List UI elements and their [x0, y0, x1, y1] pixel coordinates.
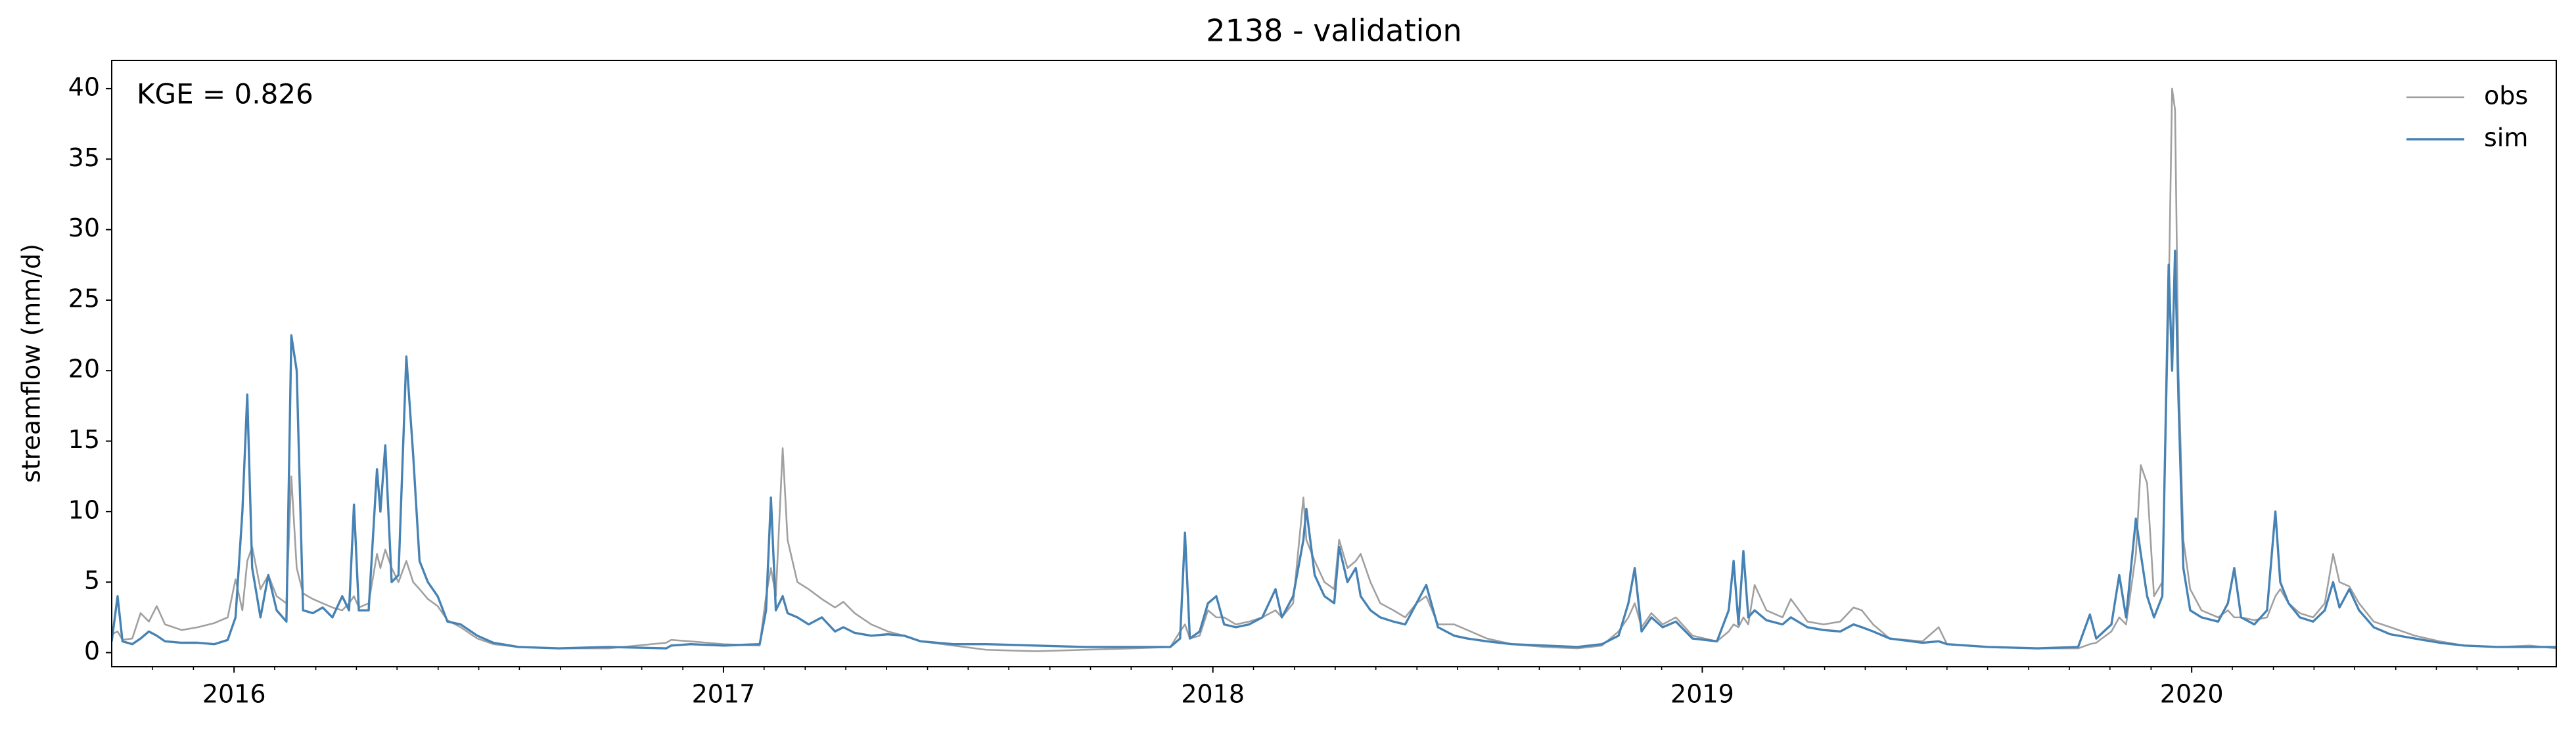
legend-label: obs — [2484, 81, 2528, 110]
x-tick-label: 2020 — [2160, 680, 2224, 709]
x-tick-label: 2017 — [692, 680, 756, 709]
x-tick-label: 2018 — [1181, 680, 1245, 709]
series-line — [112, 87, 2556, 652]
y-tick-label: 40 — [68, 72, 100, 101]
annotation: KGE = 0.826 — [137, 78, 313, 110]
y-axis-label: streamflow (mm/d) — [17, 244, 46, 483]
series-line — [112, 250, 2556, 650]
plot-frame — [111, 60, 2557, 667]
y-tick-label: 10 — [68, 495, 100, 524]
y-tick-label: 0 — [84, 636, 100, 665]
y-tick-label: 5 — [84, 566, 100, 595]
x-tick-label: 2019 — [1670, 680, 1734, 709]
chart-title: 2138 - validation — [1206, 13, 1461, 49]
legend-label: sim — [2484, 123, 2528, 152]
y-tick-label: 30 — [68, 213, 100, 242]
y-tick-label: 20 — [68, 355, 100, 384]
y-tick-label: 15 — [68, 425, 100, 454]
y-tick-label: 35 — [68, 143, 100, 172]
y-tick-label: 25 — [68, 284, 100, 313]
x-tick-label: 2016 — [202, 680, 266, 709]
